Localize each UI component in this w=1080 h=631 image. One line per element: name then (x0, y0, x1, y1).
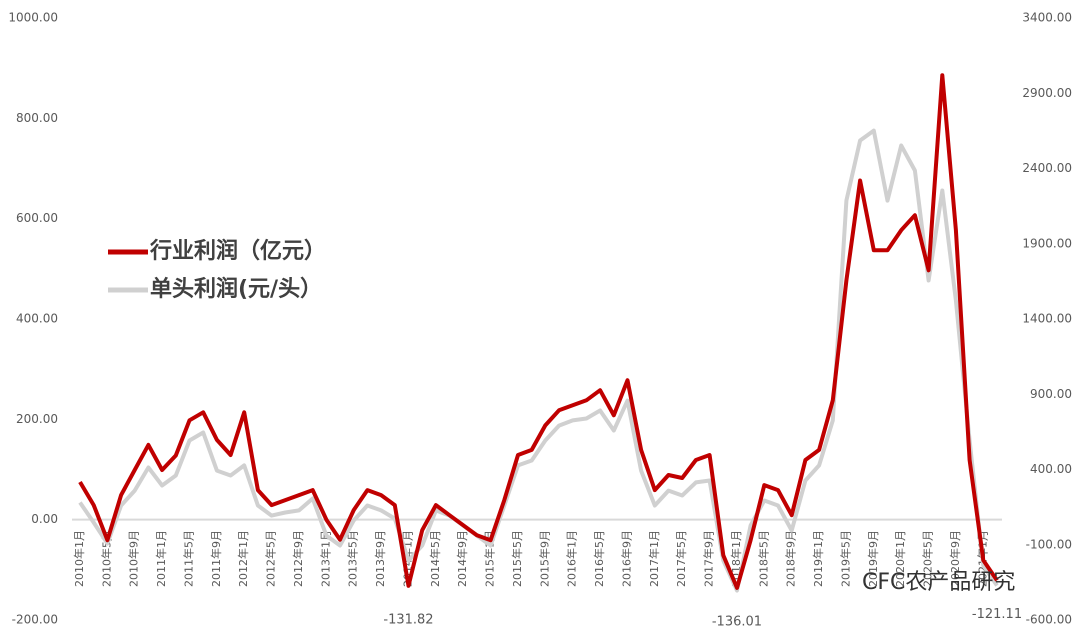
x-tick-label: 2011年9月 (209, 530, 223, 587)
y2-tick-label: 2900.00 (1022, 86, 1072, 100)
y2-tick-label: 1900.00 (1022, 236, 1072, 250)
y2-tick-label: -600.00 (1026, 613, 1072, 627)
y2-tick-label: 400.00 (1030, 462, 1072, 476)
x-tick-label: 2010年9月 (127, 530, 141, 587)
x-tick-label: 2019年1月 (811, 530, 825, 587)
legend-label: 单头利润(元/头） (150, 276, 322, 302)
line-series (78, 73, 999, 590)
x-tick-label: 2010年1月 (72, 530, 86, 587)
watermark: CFC农产品研究 (862, 570, 1015, 595)
x-tick-label: 2011年1月 (154, 530, 168, 587)
y-tick-label: 400.00 (16, 312, 58, 326)
x-tick-label: 2014年5月 (428, 530, 442, 587)
x-tick-label: 2016年5月 (592, 530, 606, 587)
y-tick-label: 0.00 (31, 512, 58, 526)
x-tick-label: 2017年5月 (674, 530, 688, 587)
x-tick-label: 2013年5月 (346, 530, 360, 587)
legend-label: 行业利润（亿元） (149, 238, 326, 264)
y2-tick-label: 2400.00 (1022, 161, 1072, 175)
x-tick-label: 2016年1月 (565, 530, 579, 587)
x-tick-label: 2020年1月 (893, 530, 907, 587)
x-tick-label: 2012年1月 (236, 530, 250, 587)
data-label: -131.82 (383, 612, 433, 627)
y-tick-label: 800.00 (16, 111, 58, 125)
y-tick-label: 600.00 (16, 211, 58, 225)
x-tick-label: 2018年5月 (756, 530, 770, 587)
x-tick-label: 2019年9月 (866, 530, 880, 587)
line-series (78, 128, 999, 593)
x-tick-label: 2020年5月 (921, 530, 935, 587)
x-tick-label: 2013年1月 (318, 530, 332, 587)
y2-tick-label: -100.00 (1026, 537, 1072, 551)
y-tick-label: 200.00 (16, 412, 58, 426)
x-tick-label: 2014年9月 (455, 530, 469, 587)
x-tick-label: 2012年5月 (264, 530, 278, 587)
x-tick-label: 2010年5月 (99, 530, 113, 587)
x-tick-label: 2015年5月 (510, 530, 524, 587)
x-tick-label: 2018年9月 (784, 530, 798, 587)
data-label: -136.01 (712, 614, 762, 629)
x-tick-label: 2020年9月 (948, 530, 962, 587)
x-tick-label: 2015年9月 (537, 530, 551, 587)
x-tick-label: 2012年9月 (291, 530, 305, 587)
y-tick-label: 1000.00 (8, 11, 58, 25)
y2-tick-label: 3400.00 (1022, 11, 1072, 25)
x-tick-label: 2013年9月 (373, 530, 387, 587)
x-tick-label: 2011年5月 (181, 530, 195, 587)
x-tick-label: 2019年5月 (838, 530, 852, 587)
x-tick-label: 2017年9月 (702, 530, 716, 587)
data-label: -121.11 (972, 607, 1022, 622)
x-tick-label: 2017年1月 (647, 530, 661, 587)
y-tick-label: -200.00 (12, 613, 58, 627)
y2-tick-label: 900.00 (1030, 387, 1072, 401)
y2-tick-label: 1400.00 (1022, 312, 1072, 326)
x-tick-label: 2016年9月 (619, 530, 633, 587)
